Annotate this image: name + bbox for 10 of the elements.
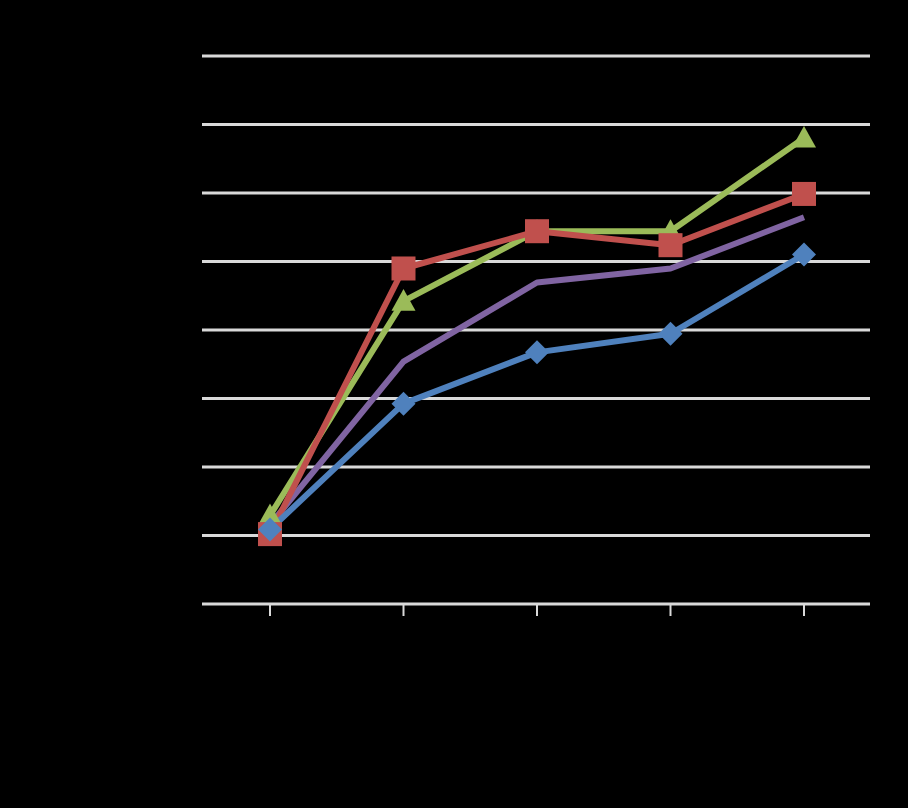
point bbox=[792, 181, 816, 206]
point bbox=[658, 233, 683, 258]
point bbox=[391, 391, 416, 416]
point bbox=[258, 517, 282, 542]
point bbox=[391, 289, 416, 311]
point bbox=[391, 256, 416, 281]
point bbox=[792, 242, 816, 267]
point bbox=[658, 321, 683, 346]
point bbox=[792, 126, 816, 148]
point bbox=[525, 340, 549, 365]
